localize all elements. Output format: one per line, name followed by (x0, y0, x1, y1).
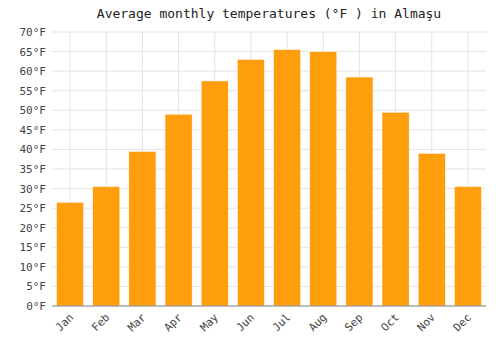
bar (93, 187, 120, 306)
bar (274, 50, 301, 306)
y-tick-label: 15°F (20, 241, 47, 254)
grid (52, 32, 486, 306)
x-tick-label: Jul (270, 311, 293, 334)
bar (346, 77, 373, 306)
y-tick-label: 45°F (20, 124, 47, 137)
y-grid-line (52, 110, 486, 111)
y-tick-label: 55°F (20, 85, 47, 98)
x-tick-label: Oct (378, 311, 401, 334)
x-tick-label: Nov (415, 311, 439, 335)
y-grid-line (52, 90, 486, 91)
y-tick-label: 0°F (26, 300, 46, 313)
y-tick-label: 50°F (20, 104, 47, 117)
bar (418, 153, 445, 306)
x-tick-label: Jan (53, 311, 76, 334)
y-tick-label: 30°F (20, 183, 47, 196)
bar (201, 81, 228, 306)
bar (57, 202, 84, 306)
x-tick-label: Apr (161, 311, 185, 335)
x-axis-line (52, 306, 486, 307)
y-grid-line (52, 149, 486, 150)
y-tick-label: 65°F (20, 46, 47, 59)
y-tick-label: 60°F (20, 65, 47, 78)
y-tick-label: 40°F (20, 143, 47, 156)
bar (310, 52, 337, 306)
y-tick-label: 25°F (20, 202, 47, 215)
x-tick-label: Mar (125, 311, 149, 335)
x-tick-label: May (198, 311, 222, 335)
x-tick-label: Aug (306, 311, 329, 334)
title: Average monthly temperatures (°F ) in Al… (97, 6, 441, 21)
y-grid-line (52, 129, 486, 130)
axes: 0°F 5°F 10°F 15°F 20°F 25°F 30°F 35°F 40°F 45°F 50… (20, 26, 475, 334)
x-tick-label: Sep (342, 311, 365, 334)
bar (129, 151, 156, 306)
y-grid-line (52, 306, 486, 307)
bar (237, 59, 264, 306)
y-tick-label: 20°F (20, 222, 47, 235)
bars (57, 50, 482, 306)
bar (454, 187, 481, 306)
y-tick-label: 70°F (20, 26, 47, 39)
bar (165, 114, 192, 306)
y-grid-line (52, 51, 486, 52)
y-tick-label: 5°F (26, 280, 46, 293)
y-grid-line (52, 71, 486, 72)
x-tick-label: Feb (89, 311, 112, 334)
x-tick-label: Dec (451, 311, 474, 334)
chart: Average monthly temperatures (°F ) in Al… (0, 0, 500, 350)
bar (382, 112, 409, 306)
y-tick-label: 35°F (20, 163, 47, 176)
y-grid-line (52, 32, 486, 33)
x-tick-label: Jun (234, 311, 257, 334)
y-tick-label: 10°F (20, 261, 47, 274)
